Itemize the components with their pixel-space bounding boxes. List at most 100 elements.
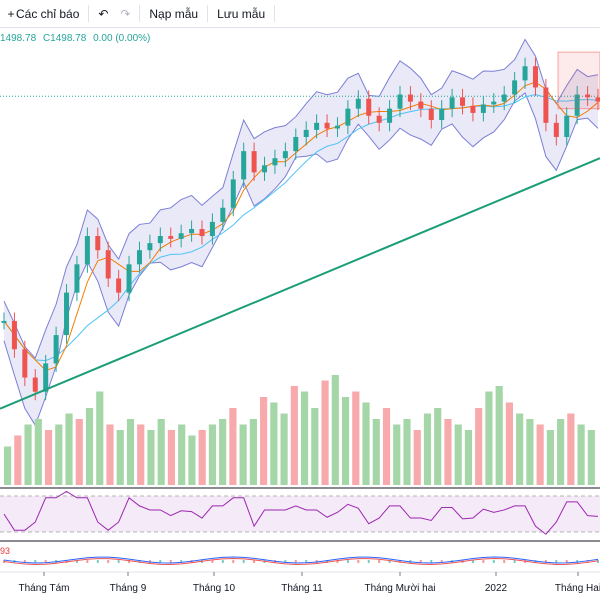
macd-pane [0,556,600,573]
volume-bar [546,430,554,485]
volume-bar [106,424,114,485]
x-tick-label: Tháng Hai [555,583,600,594]
candle [53,326,59,372]
bollinger-bands [3,38,599,427]
candle-body [501,94,507,102]
candle-body [220,207,226,222]
candle-body [293,136,299,152]
ohlc-open: 1498.78 [0,33,37,44]
macd-histogram-bar [221,560,224,563]
candle [64,284,70,344]
candle [168,227,174,248]
candle [147,234,153,259]
x-tick-label: Tháng 10 [193,583,236,594]
volume-bar [249,419,257,485]
volume-bar [413,430,421,485]
volume-bar [526,419,534,485]
volume-bar [219,419,227,485]
macd-histogram-bar [86,560,89,563]
volume-bar [321,380,329,485]
indicators-label: Các chỉ báo [16,6,80,21]
volume-bar [4,446,12,485]
candle [43,354,49,401]
x-tick-label: Tháng Tám [19,583,70,594]
toolbar-divider [274,5,276,22]
candle-body [1,320,7,323]
volume-bar [178,424,186,485]
candle-body [22,349,28,378]
candle [334,117,340,137]
candle [220,199,226,231]
candle [564,107,570,146]
volume-bar [85,408,94,485]
volume-bar [208,424,216,485]
candle [407,86,413,111]
trendline[interactable] [0,157,600,410]
candle-body [387,108,393,123]
volume-bar [280,413,288,485]
candle [387,100,393,132]
candle-body [32,377,38,392]
volume-bar [167,430,176,485]
highlight-rectangle [557,51,600,110]
candle-body [470,105,476,113]
volume-bar [65,413,73,485]
candle-body [157,236,163,244]
candle-body [532,66,538,88]
candle-body [126,264,132,293]
volume-bar [393,424,401,485]
highlight-zone [557,51,600,110]
macd-histogram-bar [242,560,245,563]
volume-bar [311,408,319,485]
volume-bar [270,402,278,485]
candle [470,97,476,122]
candle [501,86,507,111]
candle [105,241,111,287]
volume-bar [557,419,565,485]
macd-histogram-bar [544,560,547,563]
candle [11,312,17,358]
candle-body [480,104,486,113]
volume-bar [495,386,503,485]
load-template-button[interactable]: Nạp mẫu [143,0,204,27]
candle-body [345,108,351,126]
macd-histogram-bar [294,560,297,563]
candle-body [366,98,372,116]
volume-bar [444,419,452,485]
candle-body [522,66,528,81]
candle-body [84,236,90,265]
candle-body [303,129,309,137]
macd-histogram-bar [440,560,443,563]
ohlc-readout: 1498.78 C1498.78 0.00 (0.00%) [0,33,154,44]
indicators-button[interactable]: + Các chỉ báo [0,0,85,27]
candle-body [595,97,600,102]
volume-bar [505,402,513,485]
candle [491,93,497,113]
candle-body [460,97,466,106]
candle-body [272,158,278,166]
candle [553,114,559,146]
undo-button[interactable]: ↶ [92,0,114,27]
volume-bar [301,391,309,485]
volume-bar [362,402,370,485]
macd-histogram-bar [128,560,131,563]
volume-bar [536,424,544,485]
candle-body [355,98,361,109]
redo-icon: ↷ [120,6,131,21]
macd-histogram-bar [284,560,287,563]
macd-line [3,556,599,564]
candle [230,170,236,217]
volume-bar [239,424,247,485]
candle-body [53,335,59,364]
candle-body [230,179,236,208]
redo-button[interactable]: ↷ [114,0,136,27]
volume-bar [96,391,104,485]
rsi-pane [0,487,600,542]
macd-histogram-bar [253,560,256,563]
candle-body [282,151,288,159]
chart-toolbar: + Các chỉ báo ↶ ↷ Nạp mẫu Lưu mẫu [0,0,600,28]
time-axis: Tháng Tám Tháng 9 Tháng 10 Tháng 11 Tháng Mư… [19,572,600,594]
candle [418,93,424,118]
save-template-button[interactable]: Lưu mẫu [211,0,271,27]
